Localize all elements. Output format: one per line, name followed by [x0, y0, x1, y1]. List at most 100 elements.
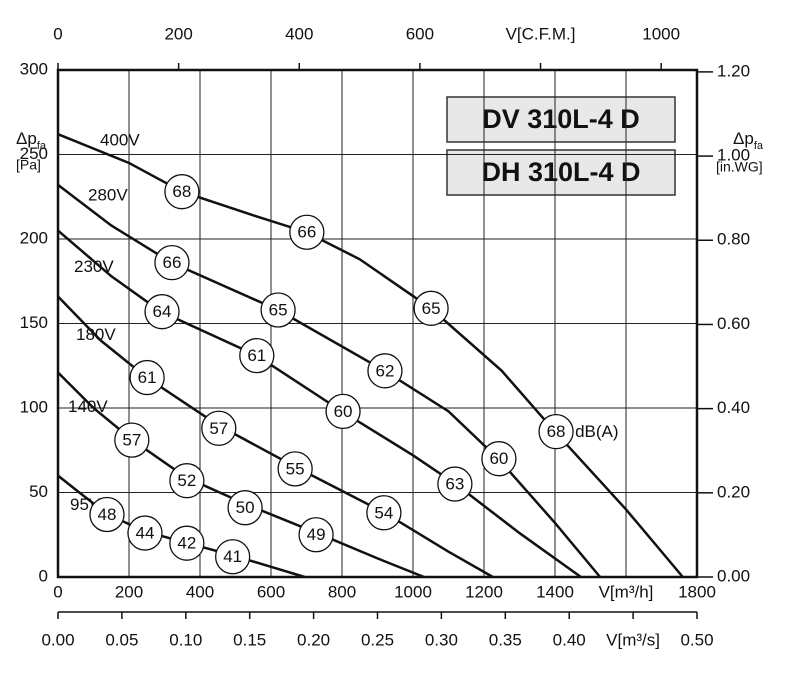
y2-tick-label: 0.00: [717, 566, 750, 585]
y2-tick-label: 0.80: [717, 230, 750, 249]
series-name: 400V: [100, 131, 140, 150]
x3-tick-label: 0.30: [425, 630, 458, 649]
x2-tick-label: 1000: [642, 24, 680, 43]
x-tick-label: 0: [53, 582, 62, 601]
x3-tick-label: V[m³/s]: [606, 630, 660, 649]
y-tick-label: 100: [20, 397, 48, 416]
y2-axis-unit: [in.WG]: [716, 159, 763, 175]
sound-marker: [114, 422, 150, 458]
sound-label: 60: [334, 402, 353, 421]
y-tick-label: 250: [20, 144, 48, 163]
title-box: [446, 149, 676, 196]
sound-unit: dB(A): [575, 422, 618, 441]
y-tick-label: 50: [29, 482, 48, 501]
y2-label-sub: fa: [754, 140, 764, 152]
chart-title: DV 310L-4 D: [482, 104, 640, 134]
y2-tick-label: 1.00: [717, 146, 750, 165]
sound-label: 41: [223, 547, 242, 566]
sound-label: 48: [98, 505, 117, 524]
sound-label: 62: [375, 361, 394, 380]
sound-marker: [366, 495, 402, 531]
sound-marker: [298, 517, 334, 553]
sound-marker: [538, 414, 574, 450]
curve: [57, 133, 684, 578]
x-tick-label: 200: [115, 582, 143, 601]
sound-label: 50: [236, 498, 255, 517]
x3-tick-label: 0.50: [680, 630, 713, 649]
x3-tick-label: 0.05: [105, 630, 138, 649]
sound-label: 63: [445, 475, 464, 494]
y2-tick-label: 0.20: [717, 482, 750, 501]
y2-axis-label: Δpfa: [733, 129, 764, 151]
y-tick-label: 200: [20, 228, 48, 247]
sound-label: 65: [422, 299, 441, 318]
sound-marker: [277, 451, 313, 487]
sound-label: 49: [307, 525, 326, 544]
x3-tick-label: 0.35: [489, 630, 522, 649]
sound-label: 42: [177, 534, 196, 553]
x-tick-label: V[m³/h]: [599, 582, 654, 601]
chart-title: DH 310L-4 D: [481, 157, 640, 187]
series-name: 180V: [76, 325, 116, 344]
sound-marker: [325, 393, 361, 430]
sound-marker: [201, 410, 237, 446]
sound-marker: [367, 353, 403, 389]
sound-marker: [289, 214, 325, 250]
x-tick-label: 400: [186, 582, 214, 601]
y-axis-label: Δpfa: [16, 129, 47, 151]
sound-label: 57: [122, 431, 141, 450]
y-label-sub: fa: [37, 140, 47, 152]
y2-tick-label: 1.20: [717, 61, 750, 80]
x-tick-label: 1000: [394, 582, 432, 601]
x2-tick-label: 600: [406, 24, 434, 43]
x-tick-label: 1200: [465, 582, 503, 601]
series-name: 280V: [88, 185, 128, 204]
sound-label: 60: [489, 449, 508, 468]
sound-marker: [215, 539, 251, 575]
y2-tick-label: 0.40: [717, 398, 750, 417]
sound-label: 52: [177, 471, 196, 490]
curve: [57, 295, 494, 579]
sound-label: 66: [162, 253, 181, 272]
sound-marker: [164, 174, 200, 210]
y-label-symbol: Δp: [16, 129, 37, 148]
sound-label: 54: [374, 503, 393, 522]
x3-tick-label: 0.25: [361, 630, 394, 649]
sound-marker: [437, 466, 473, 502]
sound-marker: [154, 245, 190, 281]
curve: [57, 371, 425, 579]
series-name: 140V: [68, 397, 108, 416]
x-tick-label: 800: [328, 582, 356, 601]
x-tick-label: 600: [257, 582, 285, 601]
title-box: [446, 96, 676, 143]
y2-label-symbol: Δp: [733, 129, 754, 148]
sound-marker: [239, 337, 275, 374]
sound-marker: [481, 441, 517, 477]
x2-tick-label: 400: [285, 24, 313, 43]
series-name: 230V: [74, 257, 114, 276]
x-tick-label: 1800: [678, 582, 716, 601]
sound-label: 57: [209, 419, 228, 438]
plot-frame: [56, 68, 699, 579]
x3-tick-label: 0.40: [553, 630, 586, 649]
x2-tick-label: 200: [164, 24, 192, 43]
sound-label: 64: [153, 302, 172, 321]
sound-label: 68: [547, 422, 566, 441]
sound-marker: [260, 292, 296, 328]
sound-label: 61: [247, 346, 266, 365]
sound-marker: [413, 290, 449, 326]
sound-marker: [127, 515, 163, 551]
curve: [57, 474, 306, 579]
sound-label: 44: [136, 524, 155, 543]
x3-tick-label: 0.20: [297, 630, 330, 649]
y-tick-label: 0: [39, 566, 48, 585]
x3-tick-label: 0.15: [233, 630, 266, 649]
y2-tick-label: 0.60: [717, 314, 750, 333]
sound-marker: [129, 359, 165, 396]
sound-marker: [144, 294, 180, 330]
sound-label: 61: [138, 368, 157, 387]
x3-tick-label: 0.10: [169, 630, 202, 649]
y-axis-unit: [Pa]: [16, 157, 41, 173]
